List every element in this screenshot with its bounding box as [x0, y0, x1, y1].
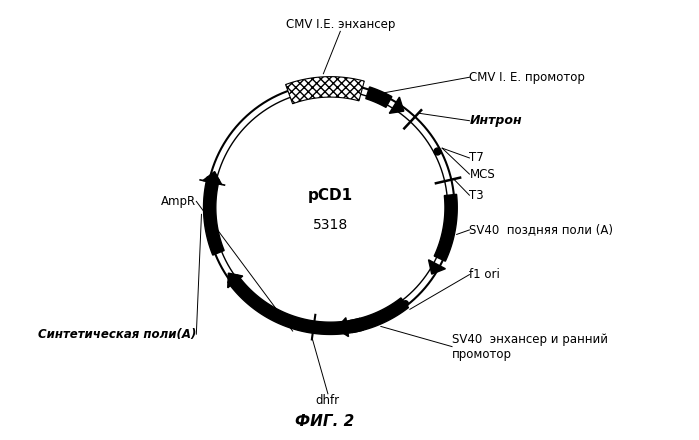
Text: ФИГ. 2: ФИГ. 2: [294, 414, 354, 429]
Polygon shape: [336, 318, 349, 337]
Text: MCS: MCS: [470, 168, 495, 180]
Polygon shape: [389, 97, 404, 114]
Polygon shape: [366, 87, 392, 107]
Text: f1 ori: f1 ori: [470, 268, 500, 281]
Text: Интрон: Интрон: [470, 114, 522, 127]
Text: T3: T3: [470, 189, 484, 202]
Text: SV40  энхансер и ранний
промотор: SV40 энхансер и ранний промотор: [452, 333, 608, 361]
Polygon shape: [228, 275, 363, 334]
Text: dhfr: dhfr: [316, 394, 340, 407]
Text: CMV I.E. энхансер: CMV I.E. энхансер: [286, 18, 395, 31]
Text: Синтетическая поли(A): Синтетическая поли(A): [38, 328, 196, 341]
Polygon shape: [434, 194, 457, 261]
Text: 5318: 5318: [312, 218, 348, 232]
Polygon shape: [203, 172, 222, 184]
Text: T7: T7: [470, 151, 484, 165]
Text: pCD1: pCD1: [308, 188, 353, 203]
Text: SV40  поздняя поли (A): SV40 поздняя поли (A): [470, 224, 614, 236]
Text: AmpR: AmpR: [161, 195, 196, 208]
Polygon shape: [428, 260, 445, 274]
Polygon shape: [228, 273, 243, 288]
Polygon shape: [286, 77, 364, 104]
Polygon shape: [350, 298, 408, 333]
Text: CMV I. E. промотор: CMV I. E. промотор: [470, 71, 585, 84]
Polygon shape: [203, 177, 224, 255]
